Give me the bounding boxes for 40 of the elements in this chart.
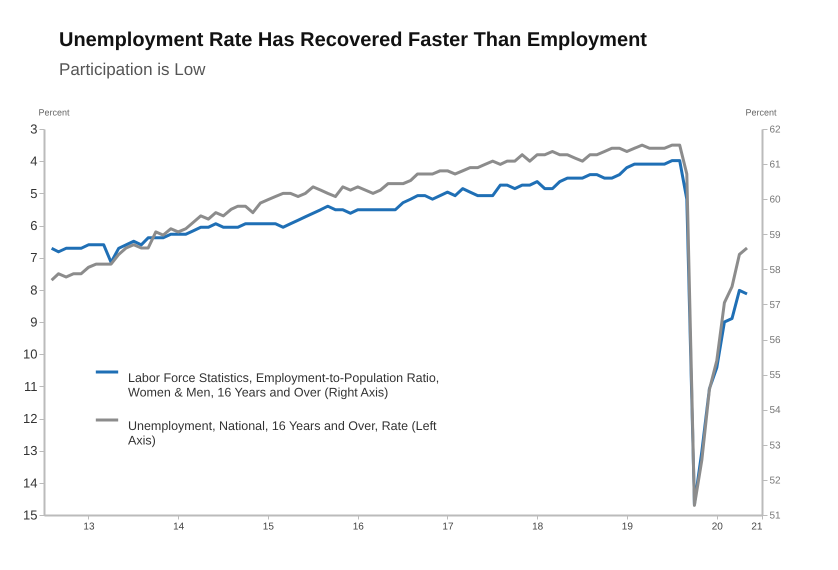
x-tick-label: 21 [751,522,763,532]
y-tick-label: 9 [30,314,38,330]
y-tick-label: 12 [23,411,38,426]
x-tick-label: 13 [83,522,95,532]
y2-axis-title: Percent [745,108,777,118]
x-tick-label: 14 [173,522,185,532]
chart-subtitle: Participation is Low [59,60,206,79]
y2-tick-label: 58 [770,264,782,276]
y-tick-label: 11 [24,378,38,394]
y2-tick-label: 56 [770,335,782,346]
legend-label: Labor Force Statistics, Employment-to-Population Ratio, Women & Men, 16 Years and Over (Right Axis) [128,371,440,400]
y-tick-label: 4 [30,154,38,169]
x-tick-label: 18 [532,522,544,532]
y-tick-label: 10 [23,346,38,362]
y-tick-label: 6 [30,218,38,233]
y-tick-label: 8 [30,282,38,298]
y2-tick-label: 61 [770,160,782,171]
y-tick-label: 15 [23,508,38,522]
x-tick-label: 15 [262,522,274,532]
y-tick-label: 14 [23,475,38,490]
legend-label: Unemployment, National, 16 Years and Over, Rate (Left Axis) [128,419,438,448]
y2-tick-label: 53 [770,440,782,452]
x-tick-label: 17 [442,522,454,532]
y2-tick-label: 51 [770,510,782,522]
y2-tick-label: 59 [770,230,782,241]
y-tick-label: 13 [23,443,38,458]
y2-tick-label: 52 [770,475,782,486]
y2-tick-label: 55 [770,370,782,382]
y2-tick-label: 62 [770,124,782,136]
chart-title: Unemployment Rate Has Recovered Faster Than Employment [59,29,648,51]
y2-tick-label: 57 [770,300,782,311]
y-tick-label: 7 [30,250,38,266]
x-tick-label: 16 [352,522,364,532]
y-tick-label: 3 [30,122,38,136]
x-tick-label: 20 [712,522,724,532]
x-tick-label: 19 [622,522,634,532]
y-tick-label: 5 [30,186,38,201]
y2-tick-label: 54 [770,405,782,416]
y2-tick-label: 60 [770,194,782,206]
y-axis-title: Percent [38,108,70,118]
